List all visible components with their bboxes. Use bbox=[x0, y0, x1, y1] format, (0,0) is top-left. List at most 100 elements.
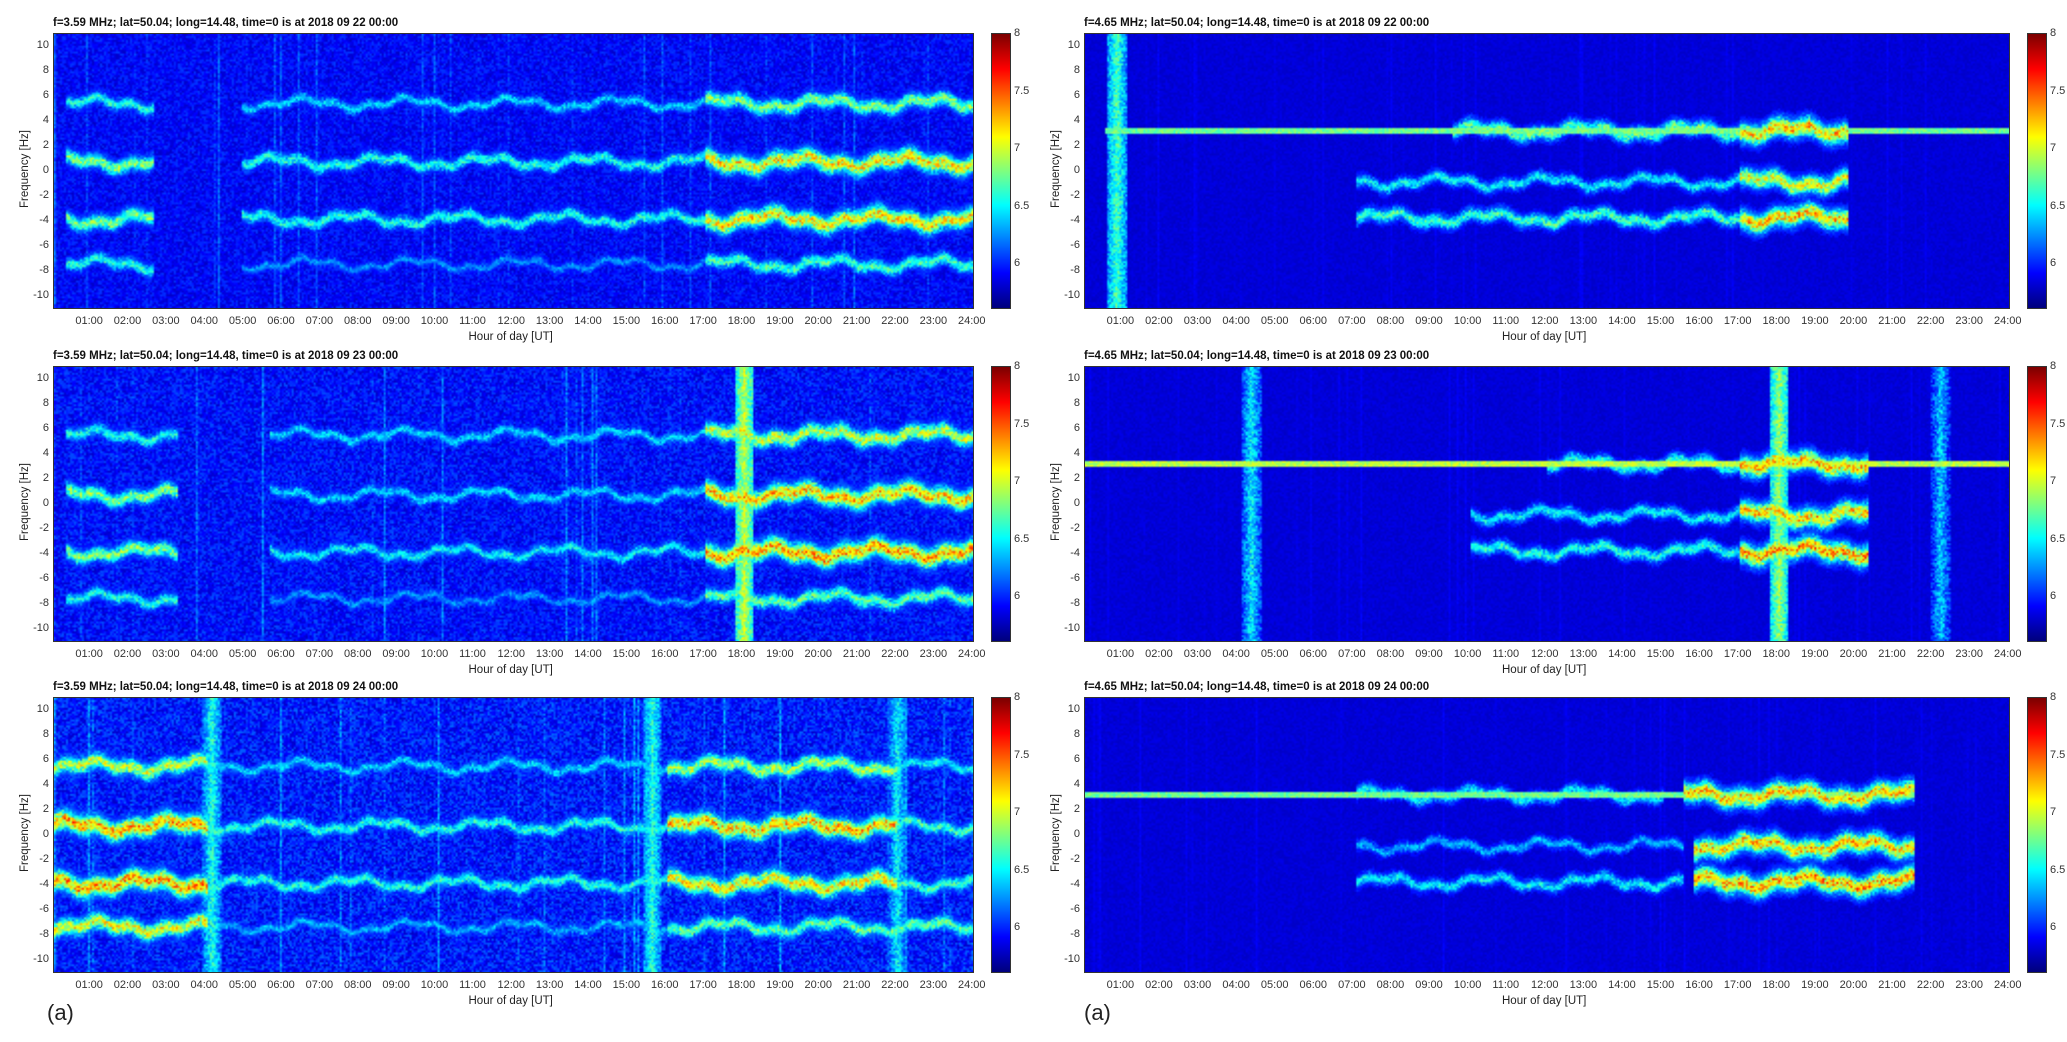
x-tick-label: 21:00 bbox=[842, 979, 871, 991]
x-tick-label: 23:00 bbox=[1955, 979, 1983, 991]
x-tick-label: 20:00 bbox=[1839, 979, 1868, 991]
spectrogram-plot bbox=[1084, 697, 2010, 973]
x-tick-label: 02:00 bbox=[113, 648, 142, 660]
colorbar-tick-label: 8 bbox=[1014, 691, 1021, 703]
x-tick-label: 05:00 bbox=[228, 648, 257, 660]
spectrogram-plot bbox=[53, 366, 974, 642]
y-tick-label: 4 bbox=[42, 113, 49, 126]
x-tick-label: 11:00 bbox=[1492, 315, 1520, 327]
x-axis-label: Hour of day [UT] bbox=[468, 664, 553, 676]
x-tick-label: 13:00 bbox=[535, 315, 564, 327]
colorbar-tick-label: 6.5 bbox=[1014, 863, 1030, 876]
y-tick-label: 6 bbox=[1073, 752, 1080, 765]
spectrogram-image bbox=[1085, 698, 2009, 972]
y-tick-label: -2 bbox=[1070, 189, 1080, 202]
x-tick-label: 07:00 bbox=[305, 648, 334, 660]
x-tick-label: 14:00 bbox=[574, 315, 602, 327]
y-tick-label: -4 bbox=[1070, 547, 1080, 560]
spectrogram-plot bbox=[53, 33, 974, 309]
y-tick-label: 4 bbox=[42, 777, 49, 790]
y-tick-label: -10 bbox=[1064, 953, 1080, 966]
x-tick-label: 06:00 bbox=[267, 315, 295, 327]
y-tick-label: 10 bbox=[36, 702, 49, 715]
y-tick-label: 8 bbox=[1073, 63, 1080, 76]
y-tick-label: -8 bbox=[39, 264, 49, 277]
y-tick-label: 0 bbox=[1073, 497, 1080, 509]
y-tick-label: 6 bbox=[1073, 88, 1080, 101]
colorbar-tick-label: 7.5 bbox=[1014, 417, 1030, 430]
spectrogram-image bbox=[54, 34, 973, 308]
y-tick-label: 10 bbox=[36, 371, 49, 384]
x-tick-label: 10:00 bbox=[420, 315, 449, 327]
y-tick-label: 2 bbox=[1073, 138, 1080, 151]
y-tick-label: -10 bbox=[33, 622, 49, 635]
caption-left: (a) bbox=[47, 1000, 74, 1025]
x-tick-label: 07:00 bbox=[1338, 648, 1366, 660]
x-tick-label: 04:00 bbox=[1222, 648, 1250, 660]
y-tick-label: 2 bbox=[42, 138, 49, 151]
x-tick-label: 12:00 bbox=[497, 979, 526, 991]
x-tick-label: 20:00 bbox=[804, 315, 833, 327]
x-tick-label: 14:00 bbox=[1608, 648, 1636, 660]
colorbar bbox=[991, 697, 1011, 973]
x-tick-label: 22:00 bbox=[881, 979, 909, 991]
y-tick-label: -10 bbox=[1064, 289, 1080, 302]
x-tick-label: 20:00 bbox=[1839, 315, 1868, 327]
x-tick-label: 22:00 bbox=[1916, 979, 1945, 991]
x-tick-label: 16:00 bbox=[651, 315, 679, 327]
y-tick-label: 8 bbox=[42, 63, 49, 76]
y-tick-label: -6 bbox=[39, 239, 49, 252]
y-tick-label: 4 bbox=[1073, 446, 1080, 459]
x-tick-label: 14:00 bbox=[1608, 315, 1636, 327]
x-tick-label: 21:00 bbox=[1878, 648, 1906, 660]
x-tick-label: 19:00 bbox=[1801, 979, 1829, 991]
x-tick-label: 12:00 bbox=[497, 315, 526, 327]
x-tick-label: 14:00 bbox=[574, 979, 602, 991]
x-tick-label: 06:00 bbox=[1299, 315, 1328, 327]
x-tick-label: 08:00 bbox=[1376, 648, 1405, 660]
y-tick-label: -10 bbox=[33, 953, 49, 966]
spectrogram-panel: f=4.65 MHz; lat=50.04; long=14.48, time=… bbox=[1050, 17, 2067, 363]
x-tick-label: 23:00 bbox=[919, 315, 948, 327]
x-tick-label: 10:00 bbox=[1453, 315, 1482, 327]
colorbar-tick-label: 8 bbox=[1014, 27, 1021, 39]
x-tick-label: 02:00 bbox=[1145, 979, 1173, 991]
x-tick-label: 02:00 bbox=[1145, 648, 1173, 660]
x-tick-label: 17:00 bbox=[689, 315, 717, 327]
x-tick-label: 20:00 bbox=[804, 648, 833, 660]
colorbar-tick-label: 6 bbox=[2050, 257, 2057, 269]
x-tick-label: 24:00 bbox=[958, 315, 986, 327]
x-tick-label: 24:00 bbox=[958, 648, 986, 660]
y-tick-label: -10 bbox=[1064, 622, 1080, 635]
x-tick-label: 08:00 bbox=[344, 648, 372, 660]
x-axis-label: Hour of day [UT] bbox=[1502, 995, 1587, 1007]
y-tick-label: 10 bbox=[1067, 371, 1080, 384]
y-tick-label: -4 bbox=[39, 547, 49, 560]
x-tick-label: 14:00 bbox=[574, 648, 602, 660]
x-tick-label: 19:00 bbox=[766, 315, 794, 327]
colorbar-tick-label: 7 bbox=[2050, 806, 2057, 818]
x-tick-label: 22:00 bbox=[1916, 315, 1945, 327]
x-tick-label: 15:00 bbox=[612, 315, 641, 327]
x-tick-label: 09:00 bbox=[382, 315, 410, 327]
spectrogram-image bbox=[1085, 34, 2009, 308]
y-tick-label: -4 bbox=[39, 214, 49, 227]
x-tick-label: 20:00 bbox=[1839, 648, 1868, 660]
x-tick-label: 13:00 bbox=[1569, 979, 1598, 991]
spectrogram-image bbox=[54, 367, 973, 641]
spectrogram-panel: f=3.59 MHz; lat=50.04; long=14.48, time=… bbox=[19, 350, 1053, 696]
colorbar-tick-label: 7 bbox=[2050, 142, 2057, 154]
spectrogram-panel: f=4.65 MHz; lat=50.04; long=14.48, time=… bbox=[1050, 350, 2067, 696]
x-axis-label: Hour of day [UT] bbox=[1502, 664, 1587, 676]
x-tick-label: 01:00 bbox=[1106, 315, 1135, 327]
y-tick-label: 10 bbox=[36, 38, 49, 51]
x-tick-label: 04:00 bbox=[1222, 979, 1250, 991]
colorbar-tick-label: 8 bbox=[2050, 27, 2057, 39]
colorbar-tick-label: 8 bbox=[2050, 691, 2057, 703]
x-axis-label: Hour of day [UT] bbox=[1502, 331, 1587, 343]
x-tick-label: 18:00 bbox=[1762, 648, 1791, 660]
x-tick-label: 22:00 bbox=[881, 648, 909, 660]
x-tick-label: 23:00 bbox=[1955, 315, 1983, 327]
x-tick-label: 01:00 bbox=[75, 979, 103, 991]
spectrogram-plot bbox=[1084, 33, 2010, 309]
